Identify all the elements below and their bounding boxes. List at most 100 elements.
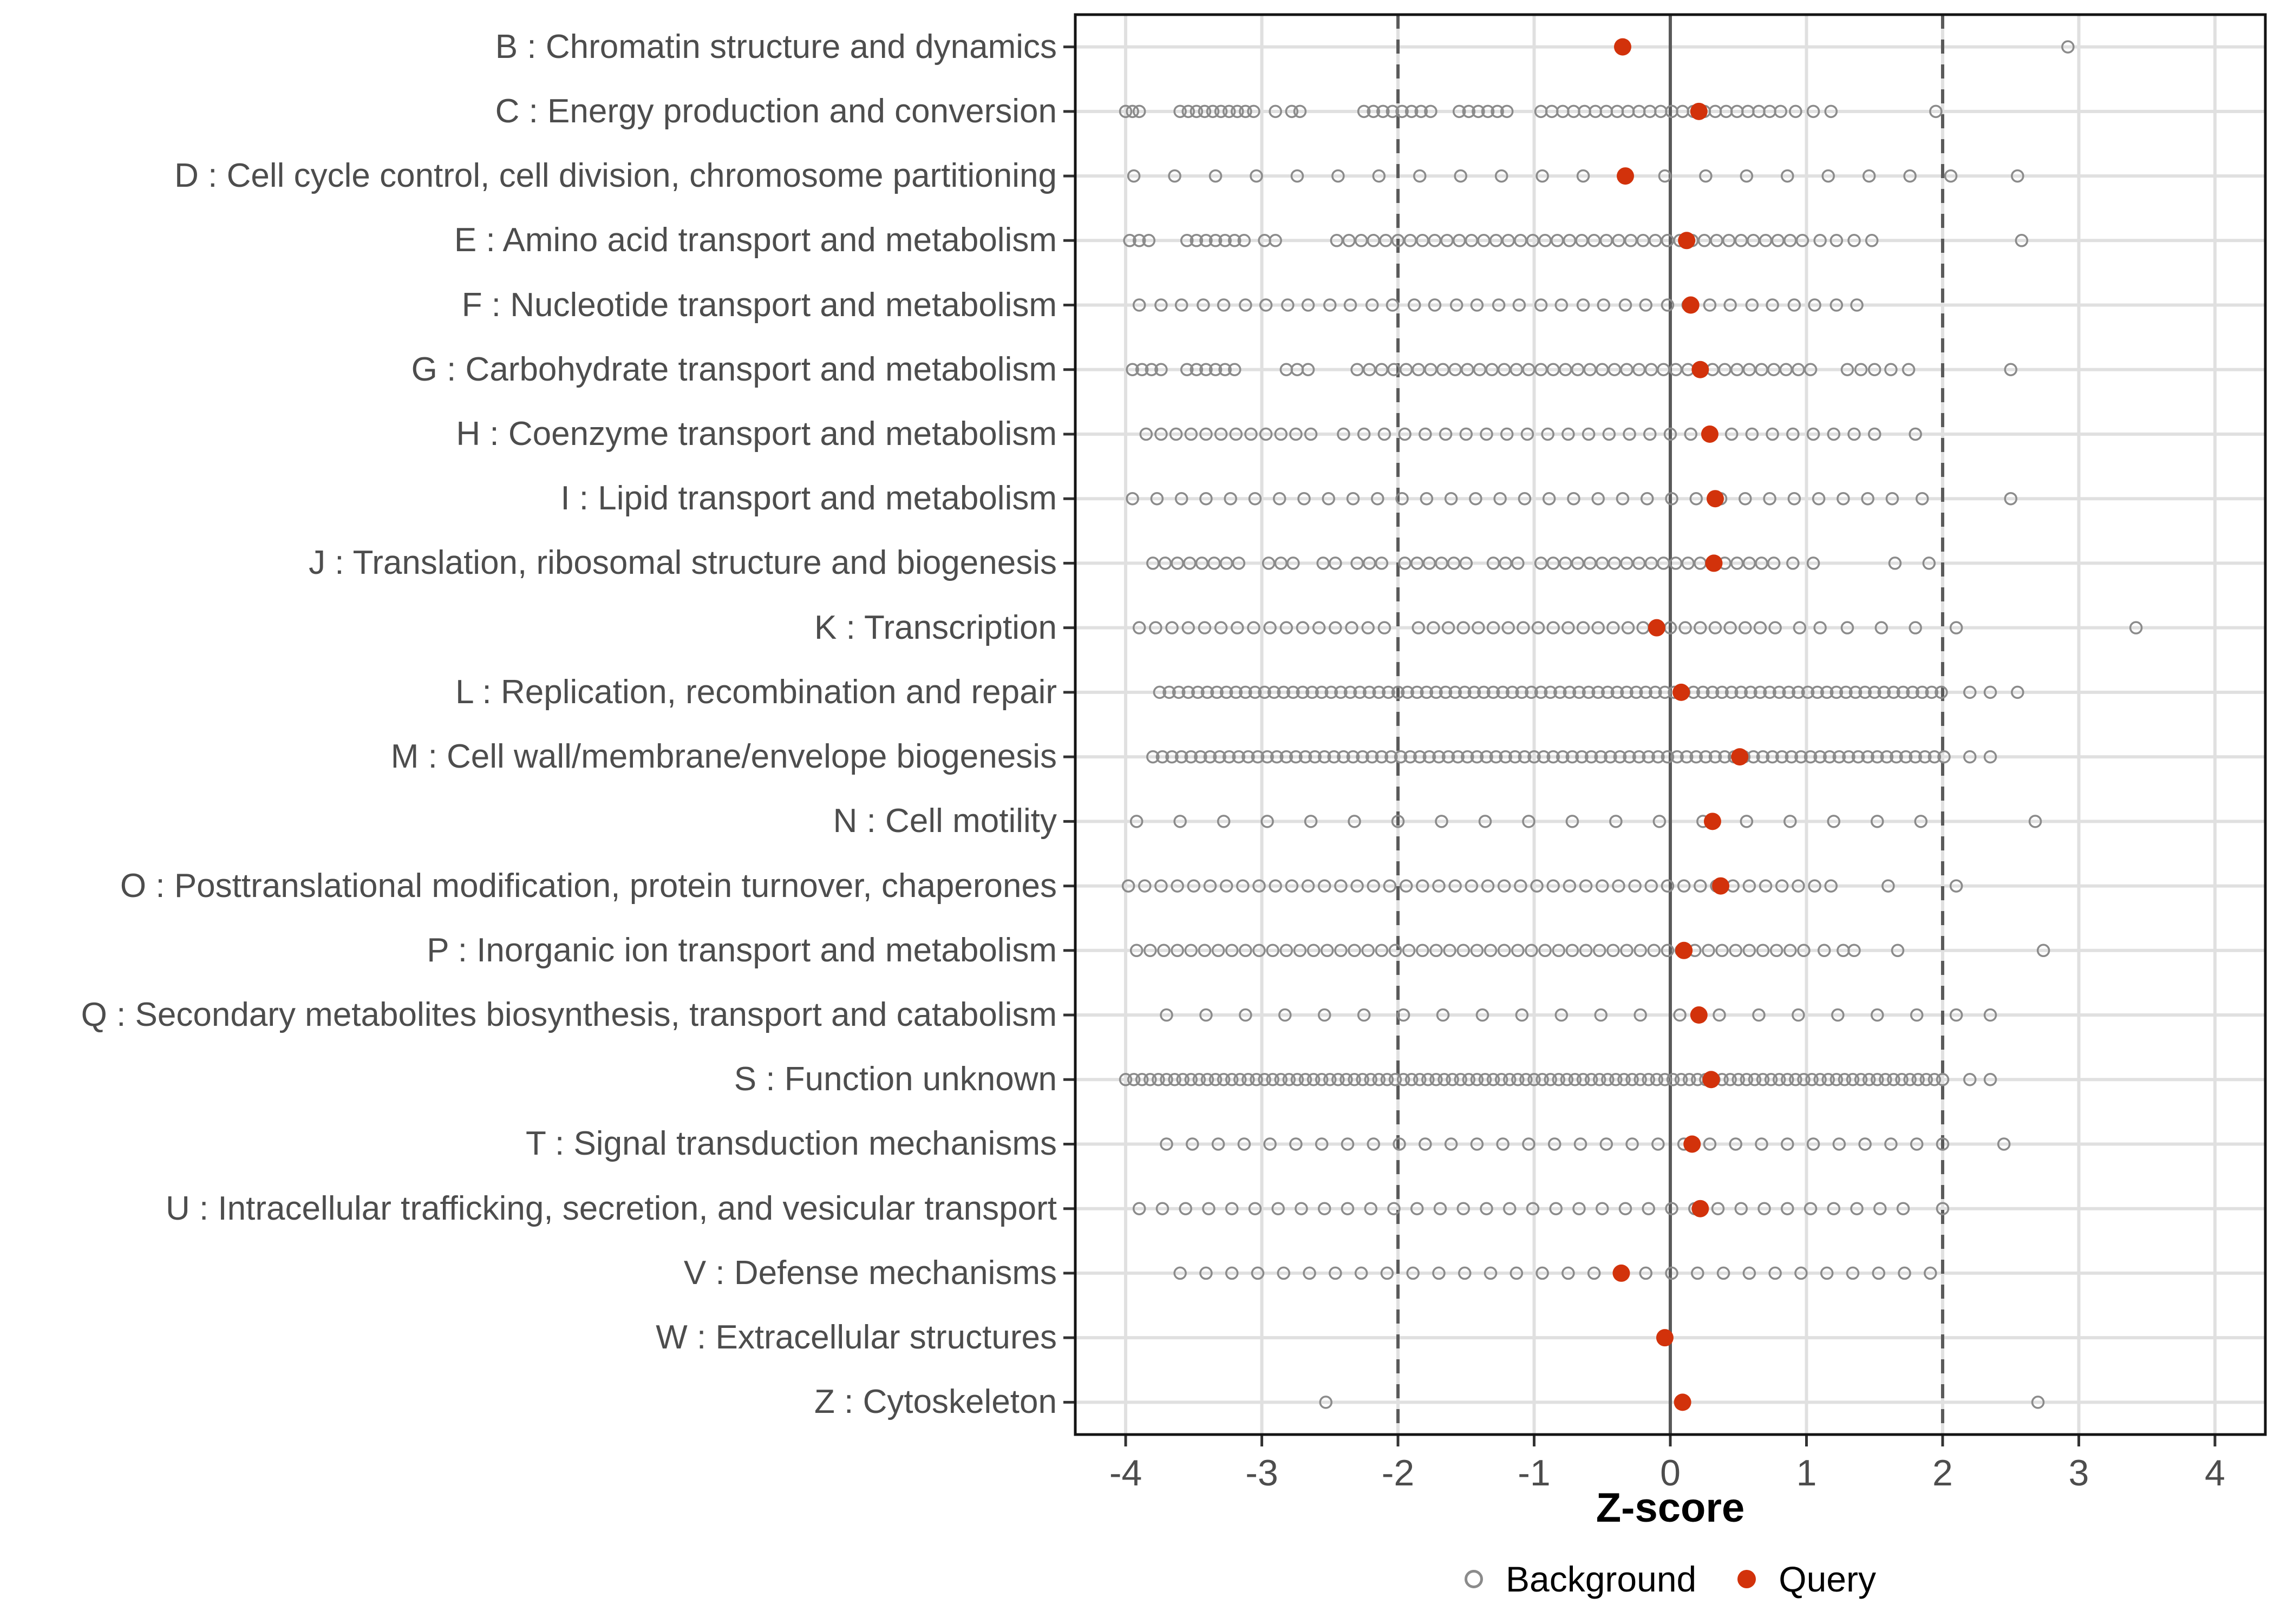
background-point (1665, 1266, 1678, 1280)
background-point (1231, 621, 1244, 634)
background-point (1703, 1137, 1717, 1151)
background-point (1565, 750, 1579, 764)
background-point (1436, 1008, 1450, 1022)
background-point (1658, 685, 1672, 699)
background-point (1285, 879, 1299, 893)
background-point (1552, 1073, 1566, 1086)
query-point (1706, 490, 1724, 508)
background-point (1531, 621, 1545, 634)
background-point (1829, 234, 1844, 247)
background-point (1847, 427, 1861, 441)
background-point (1546, 621, 1560, 634)
background-point (1334, 879, 1348, 893)
background-point (1428, 298, 1442, 312)
background-point (1847, 234, 1861, 247)
background-point (1808, 879, 1821, 893)
background-point (1623, 750, 1636, 764)
background-point (1861, 750, 1874, 764)
x-tick-label: 4 (2205, 1452, 2225, 1494)
background-point (1691, 1266, 1704, 1280)
background-point (1154, 363, 1168, 376)
background-point (1949, 621, 1963, 634)
background-point (1880, 750, 1894, 764)
background-point (1312, 621, 1326, 634)
background-point (1813, 1073, 1827, 1086)
background-point (1522, 815, 1535, 828)
background-point (1715, 685, 1729, 699)
background-point (1792, 685, 1805, 699)
background-point (1511, 944, 1525, 958)
background-point (1289, 1137, 1303, 1151)
background-point (1119, 1073, 1133, 1086)
background-point (1486, 1073, 1500, 1086)
background-point (1561, 621, 1575, 634)
background-point (1689, 750, 1703, 764)
background-point (1983, 1073, 1997, 1086)
background-point (1274, 1073, 1288, 1086)
background-point (1247, 621, 1260, 634)
background-point (1763, 492, 1776, 506)
background-point (1544, 685, 1557, 699)
background-point (1575, 750, 1589, 764)
background-point (1787, 492, 1801, 506)
background-point (1306, 944, 1321, 958)
background-point (1232, 750, 1246, 764)
background-point (1348, 944, 1361, 958)
background-point (1470, 750, 1484, 764)
background-point (1673, 1008, 1687, 1022)
background-point (1812, 492, 1826, 506)
background-point (1168, 169, 1181, 183)
background-point (1644, 879, 1658, 893)
background-point (2004, 492, 2017, 506)
background-point (1740, 815, 1754, 828)
category-label-k: K : Transcription (814, 608, 1057, 646)
background-point (1139, 427, 1153, 441)
background-point (1723, 621, 1737, 634)
background-point (1794, 1266, 1808, 1280)
background-point (1753, 621, 1767, 634)
background-point (1214, 427, 1228, 441)
query-point (1678, 232, 1696, 250)
background-point (1364, 1202, 1377, 1215)
background-point (1527, 750, 1541, 764)
background-point (1348, 1073, 1361, 1086)
background-point (1502, 1073, 1517, 1086)
background-point (1884, 363, 1898, 376)
background-point (1858, 1137, 1872, 1151)
background-point (1739, 492, 1752, 506)
background-point (1290, 1073, 1304, 1086)
background-point (1180, 234, 1194, 247)
background-point (1396, 1073, 1410, 1086)
background-point (1517, 621, 1530, 634)
background-point (1563, 685, 1577, 699)
category-label-i: I : Lipid transport and metabolism (560, 480, 1057, 518)
background-point (1233, 1073, 1247, 1086)
background-point (1345, 621, 1358, 634)
background-point (1160, 1073, 1173, 1086)
background-point (1847, 944, 1861, 958)
x-tick-label: 2 (1932, 1452, 1953, 1494)
background-point (1911, 1073, 1925, 1086)
background-point (1429, 944, 1443, 958)
background-point (1937, 750, 1951, 764)
background-point (1806, 556, 1820, 570)
background-point (1601, 1073, 1615, 1086)
background-point (1576, 169, 1590, 183)
background-point (1475, 1008, 1489, 1022)
background-point (1172, 685, 1186, 699)
background-point (1365, 298, 1379, 312)
background-point (1537, 750, 1551, 764)
background-point (1186, 1137, 1199, 1151)
background-point (1422, 750, 1436, 764)
category-label-b: B : Chromatin structure and dynamics (495, 28, 1057, 66)
background-point (1413, 750, 1427, 764)
background-point (1840, 621, 1854, 634)
background-point (1639, 685, 1652, 699)
background-point (1827, 427, 1841, 441)
background-point (1181, 621, 1195, 634)
background-point (1304, 815, 1318, 828)
background-point (1742, 944, 1756, 958)
background-point (1173, 1266, 1187, 1280)
background-point (1591, 685, 1605, 699)
